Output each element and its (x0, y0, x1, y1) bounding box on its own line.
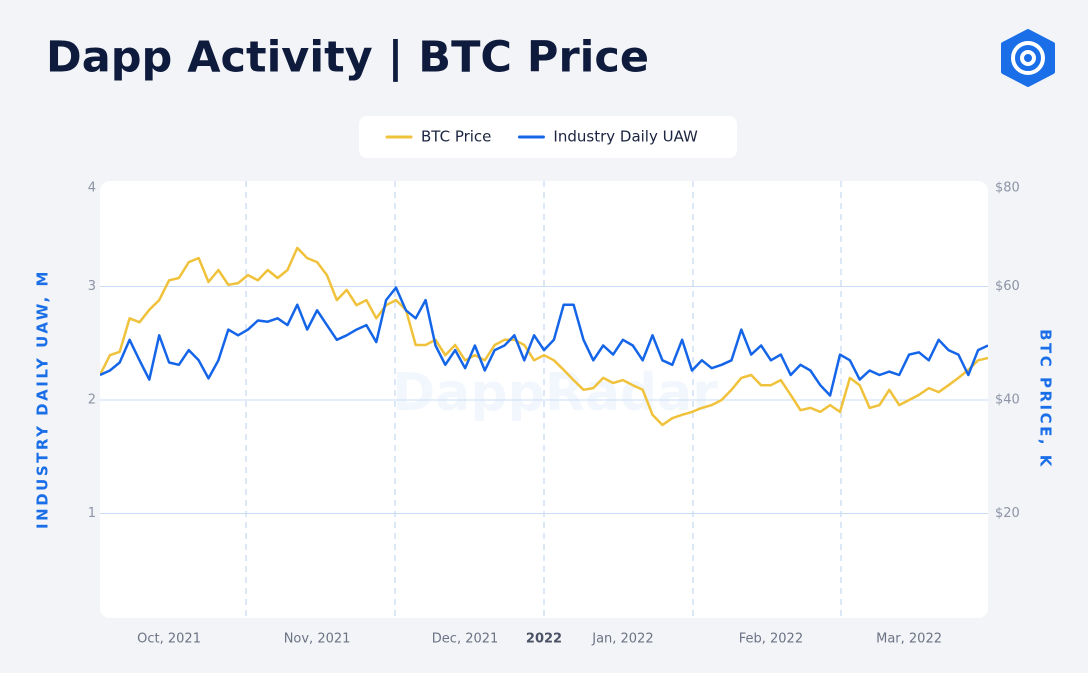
x-tick-label: Mar, 2022 (876, 632, 942, 647)
month-dividers (245, 181, 842, 618)
y-tick-label: 1 (88, 506, 96, 521)
x-tick-label: Dec, 2021 (432, 632, 499, 647)
chart-title: Dapp Activity | BTC Price (46, 33, 649, 83)
y2-tick-label: $20 (995, 506, 1020, 521)
x-tick-label: Nov, 2021 (284, 632, 351, 647)
x-tick-label: Feb, 2022 (739, 632, 803, 647)
y-tick-label: 3 (88, 279, 96, 294)
x-tick-label: Jan, 2022 (591, 632, 653, 647)
legend-box (359, 116, 737, 158)
x-tick-label: 2022 (526, 632, 562, 647)
logo (1001, 29, 1055, 87)
y2-tick-label: $80 (995, 181, 1020, 196)
x-tick-label: Oct, 2021 (137, 632, 201, 647)
y-tick-label: 4 (88, 181, 96, 196)
legend-label: Industry Daily UAW (553, 128, 698, 146)
y2-tick-label: $60 (995, 279, 1020, 294)
y2-tick-label: $40 (995, 393, 1020, 408)
lines (100, 246, 988, 427)
series-line (100, 286, 988, 397)
legend-label: BTC Price (421, 128, 491, 146)
y-tick-label: 2 (88, 393, 96, 408)
watermark: DappRadar (392, 363, 718, 423)
series-line (100, 246, 988, 427)
y-axis-title: INDUSTRY DAILY UAW, M (34, 269, 52, 529)
y2-axis-title: BTC PRICE, K (1037, 329, 1055, 469)
